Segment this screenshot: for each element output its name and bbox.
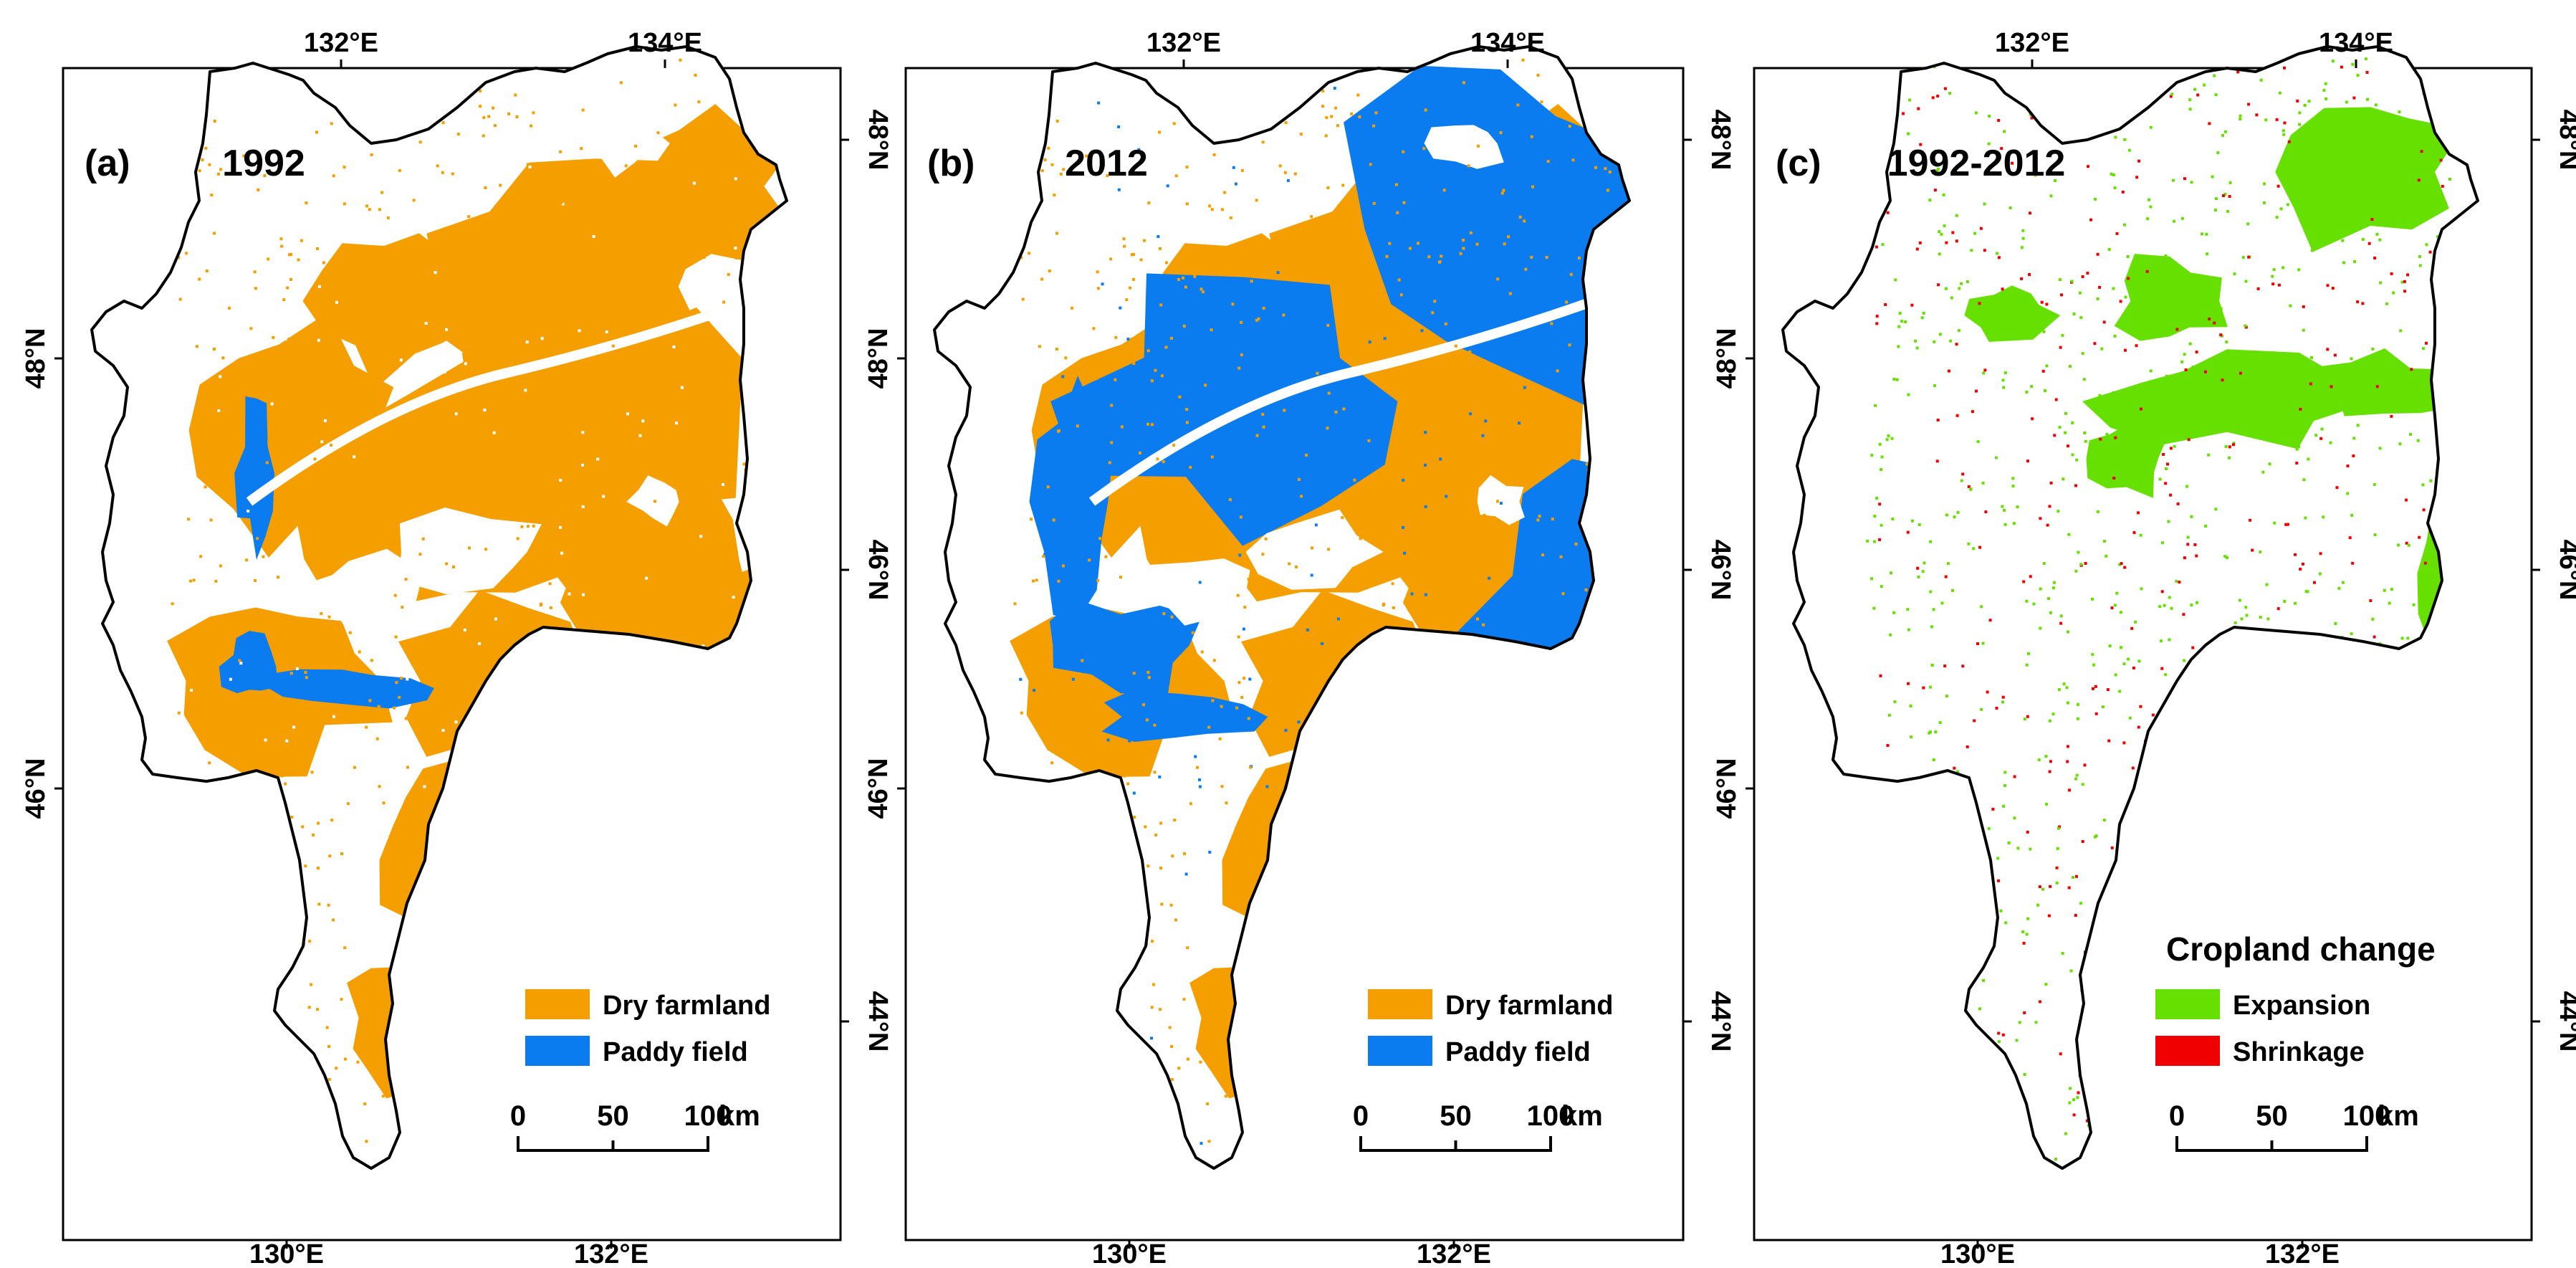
scale-unit: km: [2378, 1100, 2419, 1132]
latitude-tick-label: 48°N: [1705, 110, 1735, 171]
scale-unit: km: [719, 1100, 760, 1132]
longitude-tick-label: 130°E: [1940, 1239, 2015, 1264]
longitude-tick-label: 132°E: [574, 1239, 648, 1264]
legend: Dry farmland Paddy field: [1368, 989, 1613, 1067]
longitude-tick-label: 130°E: [1092, 1239, 1167, 1264]
legend-swatch: [2155, 989, 2220, 1019]
panel-title: 1992-2012: [1887, 143, 2066, 184]
scale-label: 100: [1527, 1100, 1575, 1132]
longitude-tick-label: 132°E: [2265, 1239, 2340, 1264]
longitude-tick-label: 132°E: [304, 28, 378, 58]
latitude-tick-label: 46°N: [2554, 540, 2576, 601]
latitude-tick-label: 46°N: [1705, 540, 1735, 601]
legend-swatch: [2155, 1036, 2220, 1066]
longitude-tick-label: 132°E: [1417, 1239, 1491, 1264]
latitude-tick-label: 46°N: [21, 758, 51, 819]
map-panel-1: 132°E 134°E 130°E 132°E 48°N 46°N 48°N 46°N 44°N…: [863, 28, 1735, 1268]
scale-unit: km: [1561, 1100, 1603, 1132]
map-panel-2: 132°E 134°E 130°E 132°E 48°N 46°N 48°N 46°N 44°N…: [1712, 28, 2576, 1268]
latitude-tick-label: 48°N: [863, 110, 893, 171]
longitude-tick-label: 130°E: [249, 1239, 324, 1264]
legend: Dry farmland Paddy field: [525, 989, 770, 1067]
scale-label: 50: [1440, 1100, 1472, 1132]
paddy-field-patch: [234, 396, 274, 560]
panel-label: (a): [85, 143, 130, 184]
panel-label: (c): [1776, 143, 1821, 184]
legend-swatch: [525, 989, 590, 1019]
expansion-patch: [2275, 107, 2463, 252]
study-area-boundary: [933, 45, 1631, 1170]
legend: Cropland change Expansion Shrinkage: [2155, 930, 2436, 1067]
map-panel-0: 132°E 134°E 130°E 132°E 48°N 46°N 48°N 46°N 44°N…: [21, 28, 893, 1268]
scale-label: 0: [1353, 1100, 1369, 1132]
scale-label: 100: [2343, 1100, 2391, 1132]
latitude-tick-label: 46°N: [863, 758, 894, 819]
legend-swatch: [1368, 989, 1432, 1019]
study-area-boundary: [1781, 45, 2479, 1170]
legend-label: Expansion: [2233, 991, 2370, 1021]
longitude-tick-label: 134°E: [628, 28, 702, 58]
paddy-field-patch: [1029, 376, 1114, 621]
scale-label: 0: [2169, 1100, 2185, 1132]
longitude-tick-label: 134°E: [2319, 28, 2393, 58]
latitude-tick-label: 44°N: [1705, 991, 1735, 1052]
paddy-field-patch: [257, 669, 434, 709]
latitude-tick-label: 48°N: [2554, 110, 2576, 171]
legend-label: Dry farmland: [603, 991, 770, 1021]
panel-title: 1992: [222, 143, 305, 184]
longitude-tick-label: 134°E: [1470, 28, 1545, 58]
latitude-tick-label: 48°N: [21, 328, 51, 389]
legend-label: Paddy field: [603, 1037, 748, 1067]
legend-label: Shrinkage: [2233, 1037, 2365, 1067]
scale-label: 0: [510, 1100, 526, 1132]
scale-label: 100: [684, 1100, 732, 1132]
panel-title: 2012: [1065, 143, 1148, 184]
longitude-tick-label: 132°E: [1995, 28, 2069, 58]
scale-label: 50: [2256, 1100, 2288, 1132]
legend-label: Paddy field: [1445, 1037, 1591, 1067]
latitude-tick-label: 48°N: [863, 328, 894, 389]
latitude-tick-label: 44°N: [2554, 991, 2576, 1052]
expansion-patch: [2114, 254, 2228, 341]
expansion-patch: [2082, 349, 2372, 449]
latitude-tick-label: 46°N: [1712, 758, 1742, 819]
dry-farmland-patch: [589, 104, 787, 279]
scale-label: 50: [597, 1100, 629, 1132]
latitude-tick-label: 46°N: [863, 540, 893, 601]
latitude-tick-label: 48°N: [1712, 328, 1742, 389]
dry-farmland-patch: [560, 451, 751, 663]
longitude-tick-label: 132°E: [1146, 28, 1221, 58]
legend-swatch: [1368, 1036, 1432, 1066]
legend-label: Dry farmland: [1445, 991, 1613, 1021]
panel-label: (b): [927, 143, 975, 184]
expansion-patch: [1964, 285, 2061, 342]
expansion-patch: [2086, 424, 2167, 498]
paddy-field-patch: [1049, 599, 1202, 694]
study-area-boundary: [90, 45, 788, 1170]
paddy-field-patch: [1050, 273, 1398, 546]
legend-swatch: [525, 1036, 590, 1066]
dry-farmland-patch: [302, 233, 494, 390]
paddy-field-patch: [219, 631, 278, 694]
latitude-tick-label: 44°N: [863, 991, 893, 1052]
legend-title: Cropland change: [2166, 930, 2436, 968]
paddy-field-patch: [1101, 690, 1268, 742]
